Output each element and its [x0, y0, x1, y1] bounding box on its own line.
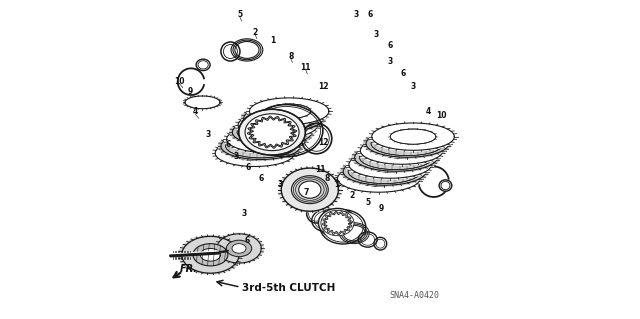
Text: 3: 3 [205, 130, 211, 138]
Ellipse shape [223, 124, 309, 154]
Ellipse shape [323, 211, 363, 242]
Text: 1: 1 [335, 181, 340, 189]
Ellipse shape [351, 143, 440, 173]
Ellipse shape [388, 137, 426, 150]
Text: 3rd-5th CLUTCH: 3rd-5th CLUTCH [242, 283, 335, 293]
Text: 3: 3 [242, 209, 247, 218]
Ellipse shape [253, 126, 291, 138]
Ellipse shape [319, 208, 356, 238]
Text: 5: 5 [365, 198, 370, 207]
Text: 9: 9 [379, 204, 384, 213]
Ellipse shape [179, 235, 243, 275]
Ellipse shape [241, 103, 326, 133]
Ellipse shape [320, 210, 365, 244]
Ellipse shape [278, 167, 342, 213]
Ellipse shape [266, 112, 301, 124]
Ellipse shape [360, 145, 432, 170]
Ellipse shape [245, 114, 299, 151]
Ellipse shape [243, 140, 279, 152]
Text: 8: 8 [324, 174, 330, 183]
Text: 3: 3 [388, 57, 393, 66]
Text: 12: 12 [318, 137, 328, 146]
Ellipse shape [367, 157, 413, 172]
Text: FR.: FR. [180, 264, 198, 274]
Ellipse shape [357, 136, 446, 166]
Ellipse shape [226, 134, 296, 158]
Text: 10: 10 [174, 77, 185, 86]
Ellipse shape [388, 137, 427, 150]
Ellipse shape [232, 244, 246, 253]
Text: 10: 10 [436, 111, 447, 120]
Text: 6: 6 [259, 174, 264, 183]
Text: 4: 4 [426, 108, 431, 116]
Ellipse shape [346, 150, 435, 180]
Text: 6: 6 [245, 236, 250, 245]
Ellipse shape [248, 107, 319, 130]
Ellipse shape [376, 151, 415, 164]
Ellipse shape [237, 121, 307, 144]
Text: 6: 6 [246, 163, 251, 172]
Text: 5: 5 [237, 11, 243, 19]
Ellipse shape [439, 180, 452, 191]
Text: 11: 11 [300, 63, 311, 72]
Ellipse shape [268, 104, 311, 119]
Ellipse shape [200, 249, 221, 261]
Ellipse shape [239, 109, 305, 155]
Ellipse shape [369, 122, 458, 152]
Ellipse shape [227, 240, 252, 257]
Text: 3: 3 [374, 30, 379, 39]
Ellipse shape [334, 163, 423, 194]
Ellipse shape [321, 210, 354, 236]
Ellipse shape [291, 176, 328, 204]
Ellipse shape [363, 129, 452, 159]
Ellipse shape [340, 157, 429, 187]
Ellipse shape [265, 112, 302, 124]
Ellipse shape [377, 151, 415, 164]
Ellipse shape [214, 233, 264, 264]
Ellipse shape [254, 126, 290, 138]
Ellipse shape [348, 160, 421, 184]
Text: 8: 8 [288, 52, 294, 61]
Text: 2: 2 [253, 28, 258, 37]
Text: 12: 12 [318, 82, 328, 91]
Text: 7: 7 [303, 188, 308, 197]
Ellipse shape [390, 129, 436, 144]
Ellipse shape [441, 182, 450, 190]
Text: 6: 6 [225, 140, 230, 149]
Ellipse shape [212, 138, 298, 168]
Text: 6: 6 [388, 41, 393, 50]
Ellipse shape [244, 132, 288, 146]
Text: 1: 1 [270, 36, 276, 45]
Text: 3: 3 [354, 10, 359, 19]
Ellipse shape [356, 171, 402, 186]
Ellipse shape [256, 118, 300, 132]
Ellipse shape [371, 132, 444, 156]
Text: SNA4-A0420: SNA4-A0420 [390, 291, 440, 300]
Ellipse shape [234, 146, 276, 160]
Ellipse shape [246, 96, 332, 126]
Text: 6: 6 [367, 10, 373, 19]
Ellipse shape [365, 165, 404, 178]
Text: 6: 6 [401, 69, 406, 78]
Text: 4: 4 [193, 108, 198, 116]
Text: 11: 11 [316, 165, 326, 174]
Ellipse shape [218, 131, 303, 161]
Text: 9: 9 [187, 87, 193, 96]
Ellipse shape [299, 181, 321, 198]
Text: 2: 2 [349, 190, 355, 200]
Ellipse shape [243, 140, 279, 152]
Ellipse shape [379, 143, 424, 158]
Ellipse shape [365, 165, 403, 178]
Text: 3: 3 [278, 181, 283, 189]
Ellipse shape [193, 244, 228, 266]
Ellipse shape [235, 110, 321, 140]
Text: 3: 3 [233, 152, 239, 161]
Text: 3: 3 [410, 82, 415, 91]
Ellipse shape [229, 117, 315, 147]
